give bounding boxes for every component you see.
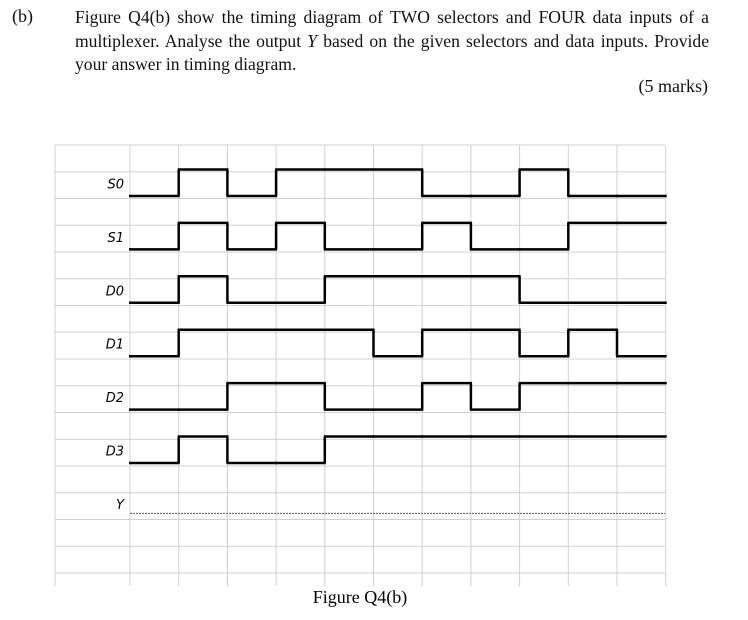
signal-label: S1 — [107, 231, 124, 246]
question-label: (b) — [12, 6, 33, 26]
text: Figure Q4(b) show the timing diagram of … — [75, 7, 709, 51]
signal-label: Y — [116, 498, 125, 513]
text: based on the given selectors and data in… — [75, 30, 710, 75]
signal-label: S0 — [107, 178, 124, 193]
signal-label: D1 — [106, 338, 124, 353]
caption: Figure Q4(b) — [313, 587, 407, 608]
grid — [54, 144, 667, 586]
signal-label: D2 — [106, 391, 124, 406]
signal-label: D3 — [106, 445, 124, 460]
question-text: Figure Q4(b) show the timing diagram of … — [75, 6, 709, 77]
signal-label: D0 — [106, 284, 124, 299]
marks: (5 marks) — [638, 76, 708, 96]
variable: Y — [307, 30, 318, 51]
